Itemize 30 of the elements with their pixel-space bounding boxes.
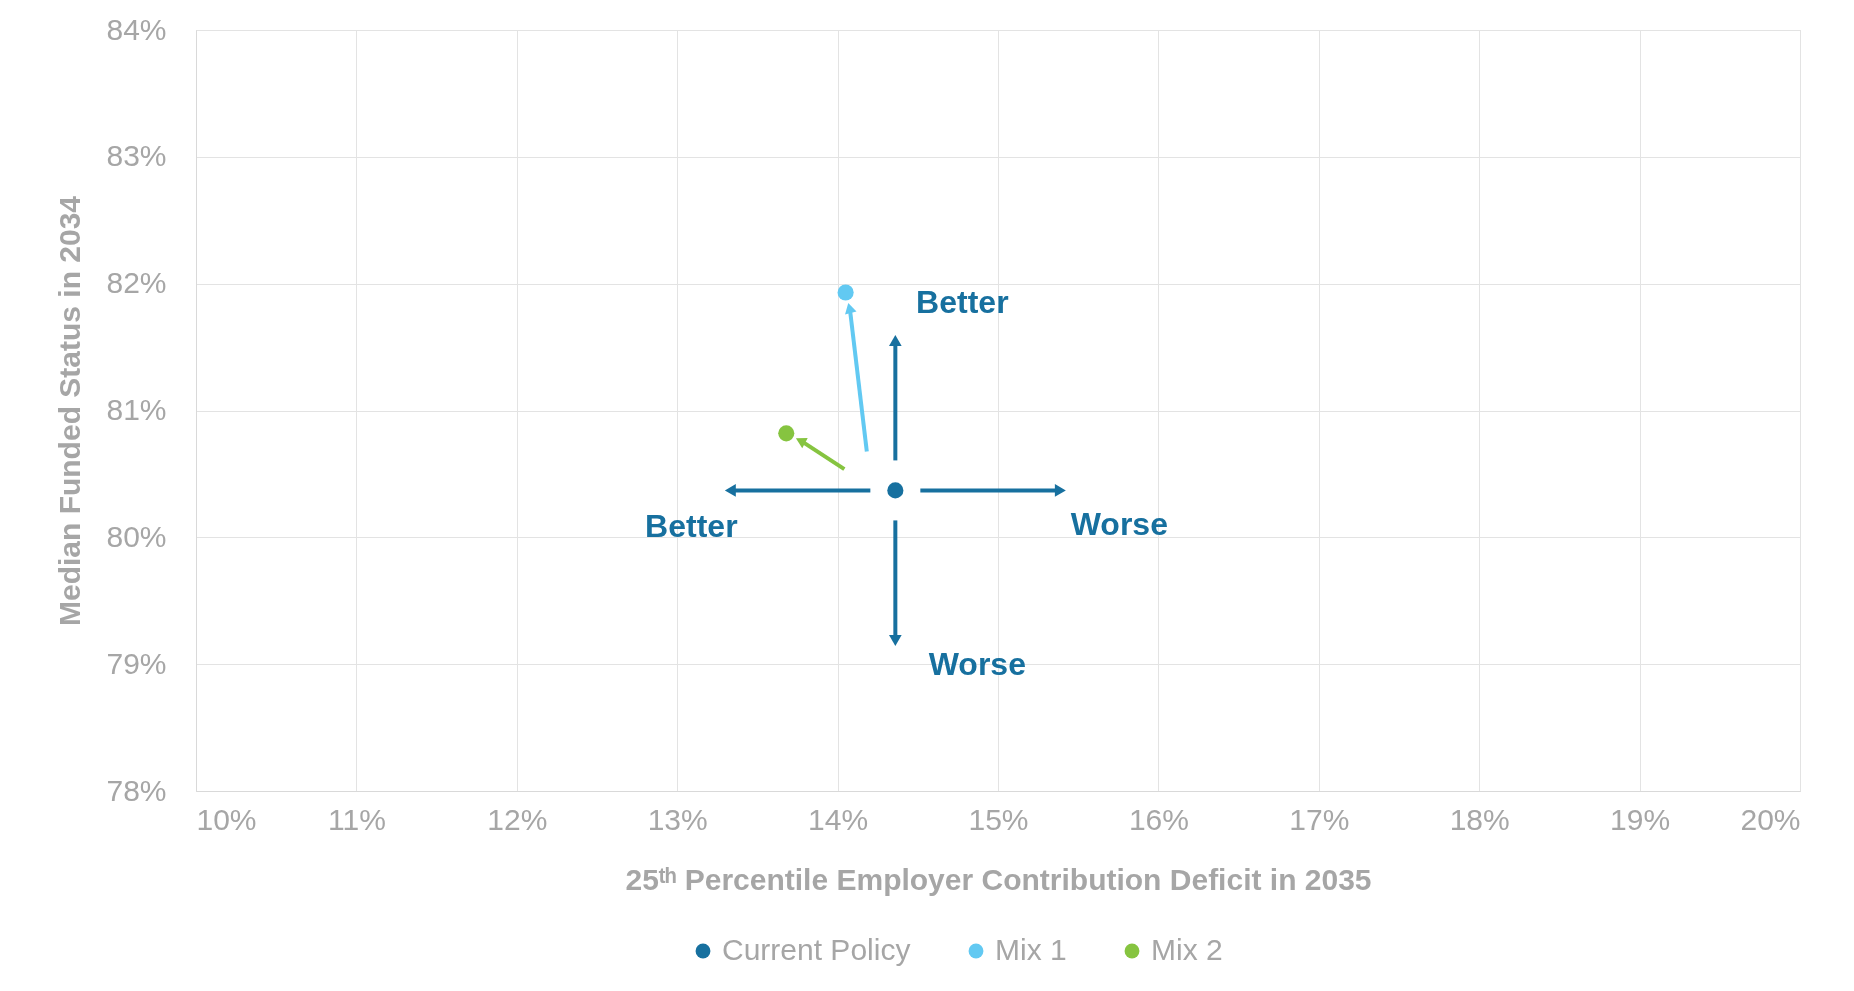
x-tick-label: 19%	[1610, 802, 1671, 836]
y-tick-label: 81%	[106, 393, 167, 426]
x-axis-title: 25ᵗʰ Percentile Employer Contribution Deficit in 2035	[625, 862, 1372, 896]
point	[837, 284, 854, 301]
x-tick-label: 18%	[1449, 802, 1510, 836]
x-tick-label: 16%	[1128, 802, 1189, 836]
legend-label: Mix 2	[1151, 933, 1223, 966]
annotation: Worse	[928, 646, 1026, 683]
x-tick-label: 12%	[487, 802, 548, 836]
x-tick-label: 14%	[808, 802, 869, 836]
annotation: Better	[916, 284, 1009, 321]
y-tick-label: 84%	[106, 12, 167, 46]
y-tick-label: 80%	[106, 519, 167, 553]
x-tick-label: 20%	[1740, 802, 1801, 836]
y-tick-label: 78%	[106, 773, 167, 807]
x-tick-label: 11%	[327, 802, 386, 836]
annotation: Worse	[1070, 506, 1168, 543]
legend-label: Mix 1	[995, 933, 1067, 966]
point	[887, 482, 904, 499]
x-tick-label: 13%	[647, 802, 708, 836]
y-tick-label: 79%	[106, 646, 167, 680]
point	[778, 425, 795, 442]
y-axis-title: Median Funded Status in 2034	[53, 195, 87, 627]
y-tick-label: 83%	[106, 139, 167, 173]
y-tick-label: 82%	[106, 266, 167, 300]
x-tick-label: 17%	[1289, 802, 1350, 836]
annotation: Better	[645, 508, 738, 545]
x-tick-label: 15%	[968, 802, 1029, 836]
legend-label: Current Policy	[722, 933, 911, 966]
x-tick-label: 10%	[196, 802, 257, 836]
